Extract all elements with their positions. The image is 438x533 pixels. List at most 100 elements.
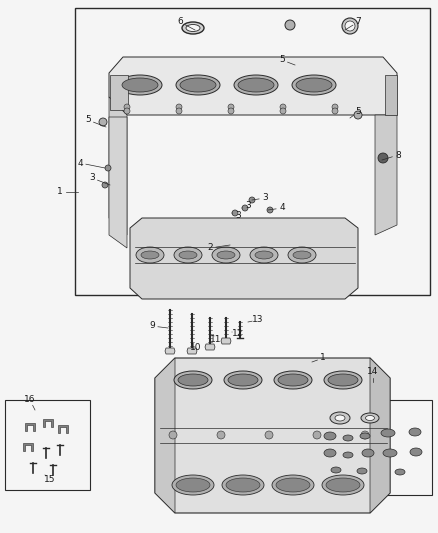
Text: 8: 8 [395, 150, 401, 159]
Ellipse shape [136, 247, 164, 263]
Polygon shape [58, 425, 68, 433]
Ellipse shape [141, 251, 159, 259]
Ellipse shape [179, 251, 197, 259]
Ellipse shape [381, 429, 395, 437]
Circle shape [217, 431, 225, 439]
Polygon shape [109, 117, 127, 248]
Ellipse shape [343, 435, 353, 441]
Text: 10: 10 [190, 343, 202, 352]
Ellipse shape [324, 432, 336, 440]
Bar [385, 75, 397, 115]
Ellipse shape [278, 374, 308, 386]
Ellipse shape [226, 478, 260, 492]
Circle shape [228, 104, 234, 110]
Ellipse shape [212, 247, 240, 263]
Text: 16: 16 [24, 395, 36, 405]
Ellipse shape [409, 428, 421, 436]
Ellipse shape [217, 251, 235, 259]
Polygon shape [109, 97, 127, 235]
Text: 1: 1 [320, 353, 326, 362]
Text: 14: 14 [367, 367, 379, 376]
Circle shape [99, 118, 107, 126]
Circle shape [124, 104, 130, 110]
Ellipse shape [293, 251, 311, 259]
Ellipse shape [174, 247, 202, 263]
Polygon shape [155, 358, 175, 513]
Bar [75, 8, 430, 295]
Ellipse shape [330, 412, 350, 424]
Text: 9: 9 [149, 321, 155, 330]
Ellipse shape [274, 371, 312, 389]
Circle shape [242, 205, 248, 211]
Text: 6: 6 [177, 18, 183, 27]
Ellipse shape [343, 452, 353, 458]
Text: 5: 5 [279, 55, 285, 64]
Ellipse shape [228, 374, 258, 386]
Polygon shape [25, 423, 35, 431]
Circle shape [285, 20, 295, 30]
Circle shape [280, 108, 286, 114]
Text: 12: 12 [232, 328, 244, 337]
Text: 4: 4 [77, 158, 83, 167]
Ellipse shape [383, 449, 397, 457]
Ellipse shape [328, 374, 358, 386]
Text: 2: 2 [207, 244, 213, 253]
Text: 3: 3 [235, 211, 241, 220]
Circle shape [265, 431, 273, 439]
Polygon shape [130, 218, 358, 299]
Text: 4: 4 [279, 204, 285, 213]
Text: 3: 3 [89, 174, 95, 182]
Circle shape [354, 111, 362, 119]
Ellipse shape [324, 371, 362, 389]
Circle shape [280, 104, 286, 110]
Ellipse shape [222, 475, 264, 495]
Ellipse shape [365, 416, 374, 421]
Ellipse shape [250, 247, 278, 263]
Text: 13: 13 [252, 316, 264, 325]
Ellipse shape [276, 478, 310, 492]
Text: 15: 15 [44, 475, 56, 484]
Circle shape [124, 108, 130, 114]
Circle shape [249, 197, 255, 203]
Ellipse shape [176, 478, 210, 492]
Circle shape [169, 431, 177, 439]
Polygon shape [370, 358, 390, 513]
Text: 1: 1 [57, 188, 63, 197]
Ellipse shape [296, 78, 332, 92]
Bar [110, 75, 128, 110]
Ellipse shape [118, 75, 162, 95]
Ellipse shape [331, 467, 341, 473]
Ellipse shape [410, 448, 422, 456]
Polygon shape [375, 115, 397, 235]
Bar [5, 400, 90, 490]
Polygon shape [155, 358, 390, 513]
Ellipse shape [292, 75, 336, 95]
Ellipse shape [326, 478, 360, 492]
Ellipse shape [255, 251, 273, 259]
Ellipse shape [224, 371, 262, 389]
Ellipse shape [172, 475, 214, 495]
Circle shape [232, 210, 238, 216]
Ellipse shape [180, 78, 216, 92]
Ellipse shape [182, 22, 204, 34]
Ellipse shape [238, 78, 274, 92]
Ellipse shape [362, 449, 374, 457]
Circle shape [105, 165, 111, 171]
Text: 5: 5 [355, 108, 361, 117]
Circle shape [361, 431, 369, 439]
Ellipse shape [322, 475, 364, 495]
Circle shape [176, 104, 182, 110]
Polygon shape [165, 348, 175, 354]
Ellipse shape [360, 433, 370, 439]
Polygon shape [23, 443, 33, 451]
Circle shape [332, 104, 338, 110]
Polygon shape [109, 57, 397, 115]
Polygon shape [221, 338, 231, 344]
Ellipse shape [234, 75, 278, 95]
Ellipse shape [174, 371, 212, 389]
Circle shape [345, 21, 355, 31]
Polygon shape [43, 419, 53, 427]
Ellipse shape [178, 374, 208, 386]
Text: 11: 11 [210, 335, 222, 344]
Text: 7: 7 [355, 18, 361, 27]
